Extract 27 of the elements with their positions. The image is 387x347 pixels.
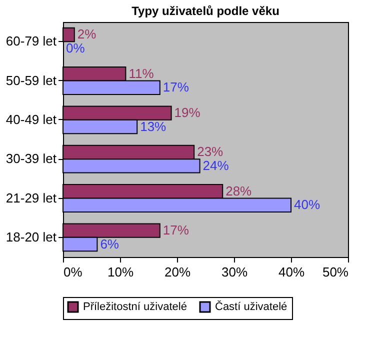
- x-tick-label: 40%: [278, 264, 305, 280]
- x-tick-label: 30%: [221, 264, 248, 280]
- x-tick-label: 0%: [64, 264, 83, 280]
- data-label: 11%: [128, 66, 154, 81]
- y-tick-label: 30-39 let: [6, 151, 57, 166]
- legend-label: Častí uživatelé: [215, 300, 288, 313]
- data-label: 23%: [197, 144, 224, 160]
- x-tick-label: 10%: [107, 264, 134, 280]
- y-tick-label: 18-20 let: [6, 229, 57, 244]
- chart-title: Typy uživatelů podle věku: [132, 4, 280, 18]
- y-tick-label: 21-29 let: [6, 190, 57, 206]
- data-label: 40%: [294, 197, 320, 212]
- x-tick-label: 50%: [322, 264, 349, 280]
- y-tick-label: 50-59 let: [6, 72, 57, 88]
- data-label: 13%: [140, 118, 167, 134]
- data-label: 19%: [174, 105, 201, 120]
- x-tick-label: 20%: [164, 264, 191, 280]
- data-label: 17%: [162, 80, 190, 95]
- data-label: 17%: [162, 222, 190, 238]
- legend-label: Příležitostní uživatelé: [83, 301, 187, 313]
- data-label: 24%: [202, 158, 230, 173]
- y-tick-label: 60-79 let: [6, 34, 57, 49]
- data-label: 28%: [226, 183, 252, 198]
- data-label: 0%: [66, 40, 86, 56]
- data-label: 6%: [100, 236, 120, 252]
- data-label: 2%: [77, 26, 97, 42]
- y-tick-label: 40-49 let: [6, 112, 57, 127]
